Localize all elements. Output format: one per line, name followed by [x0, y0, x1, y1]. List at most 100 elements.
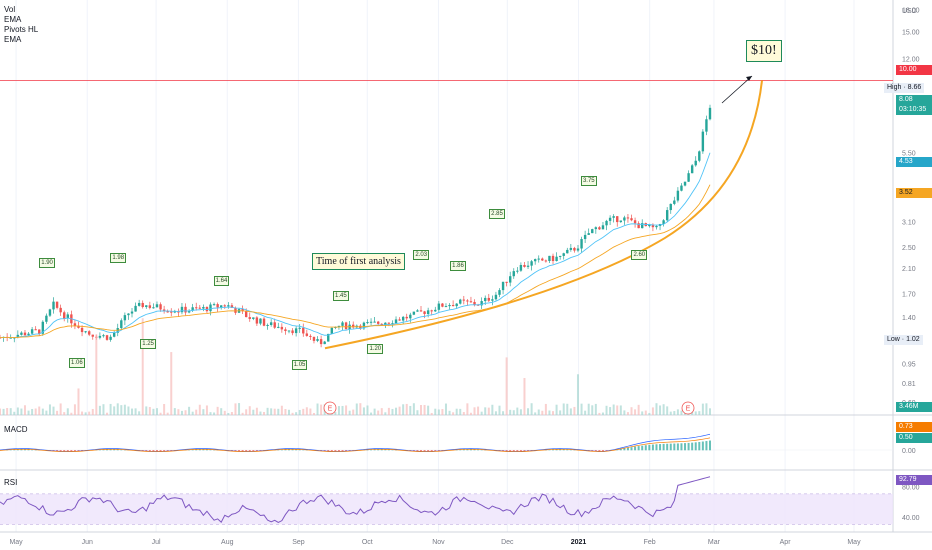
- candle-body: [287, 330, 291, 332]
- candle-body: [376, 321, 380, 324]
- candle-body: [505, 281, 508, 283]
- macd-histogram-bar: [109, 449, 112, 451]
- candle-body: [84, 331, 87, 333]
- volume-bar: [266, 407, 269, 415]
- volume-bar: [377, 410, 380, 415]
- candle-body: [220, 305, 223, 308]
- volume-bar: [38, 406, 41, 415]
- pivot-high-label: 1.86: [450, 260, 466, 271]
- volume-bar: [113, 406, 116, 415]
- candle-body: [123, 315, 127, 321]
- candle-body: [109, 336, 112, 340]
- volume-bar: [106, 412, 109, 415]
- ema-slow-tag: 3.52: [896, 188, 932, 198]
- volume-bar: [537, 409, 540, 415]
- macd-histogram-bar: [348, 450, 351, 451]
- candle-body: [401, 316, 405, 321]
- pivot-low-label: 1.25: [140, 338, 156, 349]
- volume-bar: [255, 407, 258, 415]
- volume-bar: [123, 404, 126, 415]
- volume-bar: [680, 410, 683, 415]
- volume-bar: [209, 412, 212, 415]
- macd-histogram-bar: [155, 450, 158, 452]
- volume-bar: [163, 403, 166, 415]
- volume-bar: [273, 408, 276, 415]
- candle-body: [244, 311, 248, 318]
- volume-bar: [623, 410, 626, 415]
- legend-ema-1[interactable]: EMA: [4, 15, 22, 24]
- pivot-low-label: 1.05: [291, 359, 308, 370]
- volume-bar: [341, 405, 344, 415]
- rsi-tick-label: 80.00: [902, 484, 920, 491]
- volume-bar: [298, 409, 301, 415]
- volume-bar: [459, 408, 462, 415]
- candle-body: [473, 301, 476, 305]
- volume-bar: [230, 412, 233, 415]
- volume-bar: [676, 409, 679, 415]
- candle-body: [148, 305, 152, 308]
- candle-body: [80, 327, 84, 333]
- volume-bar: [277, 408, 280, 415]
- candle-body: [533, 259, 537, 262]
- volume-bar: [284, 409, 287, 415]
- macd-histogram-bar: [687, 442, 690, 451]
- macd-histogram-bar: [241, 450, 244, 452]
- candle-body: [680, 185, 683, 191]
- x-tick-label: Mar: [708, 539, 721, 546]
- target-annotation[interactable]: $10!: [746, 40, 782, 62]
- macd-histogram-bar: [148, 450, 151, 452]
- volume-bar: [705, 403, 708, 415]
- volume-bar: [709, 408, 711, 415]
- volume-bar: [23, 405, 26, 415]
- macd-signal-line: [0, 437, 711, 453]
- macd-histogram-bar: [245, 450, 248, 452]
- first-analysis-annotation[interactable]: Time of first analysis: [312, 253, 405, 270]
- volume-bar: [280, 405, 283, 415]
- legend-ema-2[interactable]: EMA: [4, 35, 22, 44]
- macd-histogram-bar: [648, 444, 651, 451]
- candle-body: [608, 217, 612, 221]
- macd-histogram-bar: [676, 443, 679, 451]
- macd-histogram-bar: [202, 449, 205, 451]
- volume-bar: [416, 410, 419, 415]
- volume-bar: [444, 403, 447, 415]
- volume-bar: [409, 405, 412, 415]
- candle-body: [605, 220, 608, 226]
- candle-body: [576, 248, 580, 251]
- volume-bar: [534, 412, 537, 415]
- candle-body: [551, 255, 555, 262]
- candle-body: [705, 119, 708, 132]
- volume-bar: [598, 412, 601, 415]
- y-tick-label: 0.81: [902, 381, 916, 388]
- ema-fast-line: [0, 152, 711, 339]
- candle-body: [191, 307, 194, 311]
- volume-bar: [84, 412, 87, 415]
- macd-histogram-bar: [255, 450, 258, 451]
- macd-histogram-bar: [641, 445, 644, 451]
- volume-bar: [391, 408, 394, 415]
- volume-bar: [234, 403, 237, 415]
- y-tick-label: 2.50: [902, 245, 916, 252]
- macd-histogram-bar: [323, 450, 326, 451]
- macd-histogram-bar: [669, 443, 672, 451]
- candle-body: [373, 321, 376, 323]
- macd-histogram-bar: [709, 440, 711, 451]
- candle-body: [683, 181, 687, 186]
- macd-pane-label[interactable]: MACD: [4, 425, 28, 434]
- candle-body: [0, 337, 2, 339]
- volume-bar: [412, 403, 415, 415]
- legend-pivots[interactable]: Pivots HL: [4, 25, 39, 34]
- volume-bar: [138, 411, 141, 415]
- candle-body: [484, 297, 487, 302]
- candle-body: [159, 304, 162, 310]
- volume-bar: [523, 377, 526, 415]
- rsi-pane-label[interactable]: RSI: [4, 478, 18, 487]
- candle-body: [516, 270, 519, 272]
- volume-bar: [16, 407, 19, 415]
- volume-bar: [238, 403, 241, 415]
- macd-histogram-bar: [330, 450, 333, 452]
- volume-bar: [601, 412, 604, 415]
- legend-vol[interactable]: Vol: [4, 5, 16, 14]
- volume-bar: [395, 407, 398, 415]
